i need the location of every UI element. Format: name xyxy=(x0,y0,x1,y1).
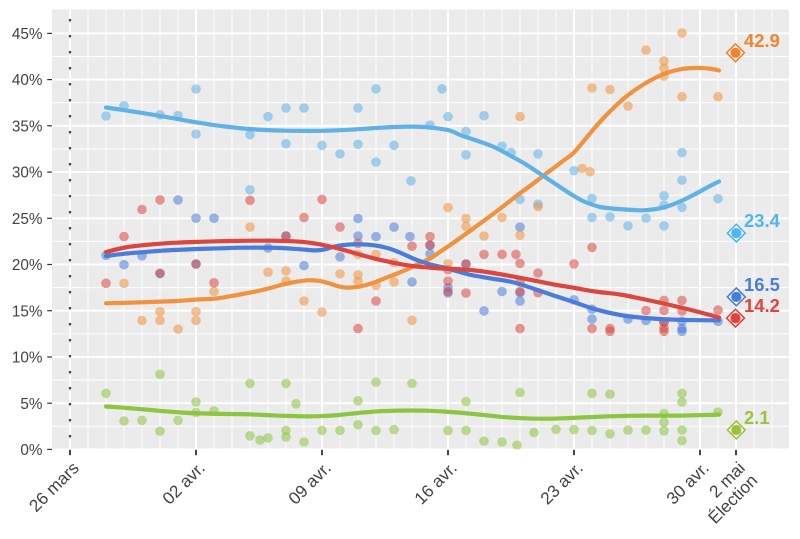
svg-text:10%: 10% xyxy=(12,350,43,367)
svg-text:0%: 0% xyxy=(20,442,43,459)
svg-text:14.2: 14.2 xyxy=(744,295,780,316)
svg-text:23.4: 23.4 xyxy=(744,210,781,231)
svg-text:2.1: 2.1 xyxy=(744,407,770,428)
svg-text:30%: 30% xyxy=(12,165,43,182)
svg-text:42.9: 42.9 xyxy=(744,30,780,51)
svg-text:20%: 20% xyxy=(12,257,43,274)
svg-text:25%: 25% xyxy=(12,211,43,228)
svg-text:40%: 40% xyxy=(12,72,43,89)
svg-text:45%: 45% xyxy=(12,26,43,43)
svg-text:5%: 5% xyxy=(20,396,43,413)
svg-text:16.5: 16.5 xyxy=(744,274,780,295)
svg-text:15%: 15% xyxy=(12,303,43,320)
svg-text:35%: 35% xyxy=(12,118,43,135)
